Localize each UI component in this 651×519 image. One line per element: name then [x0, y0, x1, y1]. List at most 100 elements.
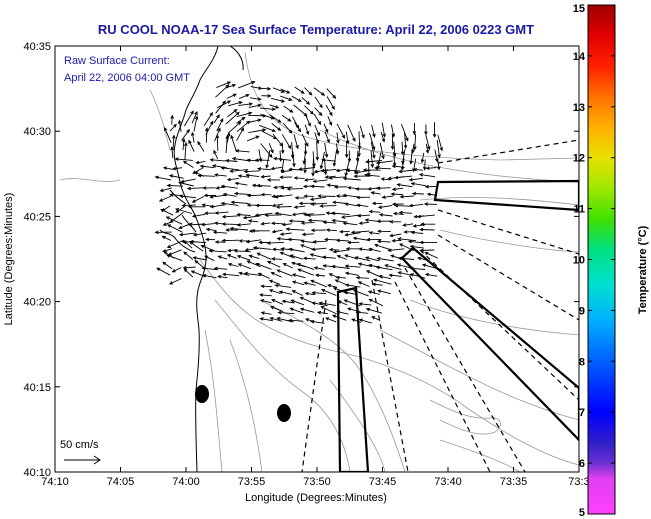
- current-vector: [344, 271, 360, 276]
- current-vector: [221, 238, 239, 243]
- contour-line: [419, 197, 579, 206]
- colorbar-tick-label: 9: [579, 305, 585, 317]
- current-vector: [305, 114, 311, 127]
- current-vector: [343, 290, 358, 296]
- current-vector: [260, 174, 271, 179]
- x-tick-label: 74:00: [172, 476, 200, 488]
- current-vector: [217, 274, 228, 279]
- current-vector: [159, 187, 172, 192]
- current-vector: [225, 158, 238, 163]
- current-vector: [321, 158, 337, 162]
- current-vector: [181, 203, 196, 208]
- x-tick-label: 73:40: [434, 476, 462, 488]
- current-vector: [410, 182, 427, 187]
- current-vector: [297, 268, 314, 276]
- current-vector: [417, 256, 427, 261]
- current-vector: [374, 243, 392, 251]
- current-vector: [246, 135, 260, 142]
- current-vector: [423, 202, 438, 206]
- current-vector: [168, 174, 184, 179]
- colorbar-tick-label: 8: [579, 356, 585, 368]
- current-vector: [291, 290, 304, 296]
- track-line: [371, 279, 409, 472]
- current-vector: [344, 283, 361, 288]
- current-vector: [269, 306, 284, 312]
- coast-segment: [169, 189, 187, 205]
- contour-line: [439, 439, 521, 472]
- current-vector: [316, 310, 328, 315]
- current-vector: [265, 150, 271, 169]
- current-annotation-date: April 22, 2006 04:00 GMT: [64, 72, 190, 84]
- y-axis-label: Latitude (Degrees:Minutes): [3, 193, 15, 326]
- current-vector: [248, 118, 262, 123]
- x-tick-label: 73:50: [303, 476, 331, 488]
- current-vector: [236, 120, 251, 133]
- current-vector: [205, 227, 217, 232]
- current-vector: [259, 299, 272, 304]
- current-vector: [282, 263, 293, 269]
- current-vector: [436, 158, 441, 171]
- current-vector: [166, 183, 184, 188]
- current-vector: [320, 288, 337, 296]
- current-vector: [336, 132, 340, 144]
- current-vector: [309, 196, 327, 202]
- current-vector: [335, 238, 350, 243]
- current-vector: [266, 261, 281, 268]
- current-vector: [390, 124, 396, 138]
- current-vector: [300, 221, 315, 225]
- y-tick-label: 40:25: [23, 211, 51, 223]
- current-vector: [378, 274, 392, 280]
- current-vector: [215, 134, 220, 151]
- current-vector: [397, 256, 415, 261]
- current-vector: [239, 93, 250, 100]
- current-annotation-title: Raw Surface Current:: [64, 55, 170, 67]
- current-vector: [313, 87, 326, 96]
- current-vector: [424, 272, 438, 277]
- current-vector: [332, 249, 350, 254]
- current-vector: [354, 256, 371, 262]
- current-vector: [187, 204, 206, 209]
- current-vector: [283, 105, 294, 113]
- bathymetry-contours: [59, 51, 579, 472]
- current-vector: [318, 301, 336, 306]
- colorbar-tick-label: 10: [573, 255, 585, 267]
- current-vector: [259, 124, 277, 133]
- current-vector: [312, 179, 328, 184]
- current-vector: [416, 214, 435, 219]
- x-axis-label: Longitude (Degrees:Minutes): [245, 492, 387, 504]
- current-vector: [314, 273, 326, 278]
- map-layer: [59, 46, 579, 472]
- current-vector: [320, 306, 337, 315]
- current-vector: [234, 181, 248, 186]
- current-vector: [226, 254, 237, 259]
- current-vector: [289, 254, 304, 260]
- current-vector: [256, 252, 272, 260]
- colorbar-ticks: 5 6 7 8 9 10 11 12 13 14 15: [573, 3, 615, 519]
- scale-arrow: [64, 455, 101, 465]
- current-vector: [254, 158, 270, 162]
- current-vector: [270, 97, 286, 103]
- current-vector: [352, 289, 369, 297]
- current-vector: [326, 88, 337, 99]
- current-vector: [233, 191, 252, 196]
- current-vector: [271, 123, 282, 132]
- current-vector: [362, 168, 381, 172]
- current-vector: [279, 175, 292, 180]
- current-vector: [292, 151, 296, 168]
- current-vector: [290, 299, 305, 306]
- current-vector: [339, 229, 350, 234]
- current-vector: [398, 169, 415, 174]
- current-vector: [345, 168, 361, 173]
- current-vector: [419, 248, 435, 253]
- current-vector: [269, 104, 280, 109]
- current-vector: [222, 192, 237, 197]
- current-vector: [364, 159, 382, 164]
- current-vector: [216, 117, 224, 132]
- current-vector: [260, 311, 272, 315]
- current-vector: [281, 115, 292, 122]
- current-vector: [347, 124, 356, 142]
- radar-site-marker: [277, 404, 291, 422]
- current-vector: [268, 289, 281, 294]
- current-vector: [398, 243, 415, 252]
- current-vector: [307, 218, 327, 223]
